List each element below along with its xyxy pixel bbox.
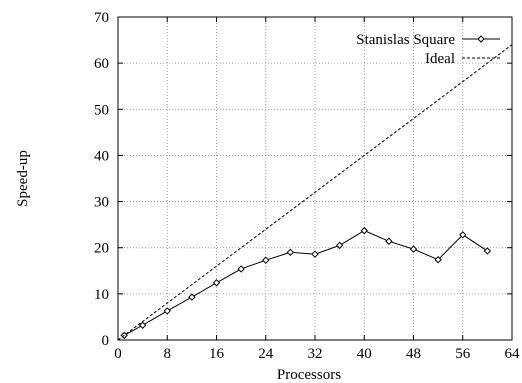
y-tick-label-50: 50	[94, 102, 109, 118]
data-point-stanislas-square-13	[434, 256, 442, 264]
x-tick-label-16: 16	[209, 346, 225, 362]
data-point-stanislas-square-7	[286, 248, 295, 257]
legend-label-ideal: Ideal	[425, 51, 455, 67]
x-tick-label-48: 48	[406, 346, 421, 362]
series-line-ideal	[117, 44, 513, 341]
x-tick-label-56: 56	[455, 346, 471, 362]
y-tick-label-60: 60	[94, 56, 109, 72]
data-point-stanislas-square-10	[360, 226, 368, 235]
x-tick-label-8: 8	[164, 346, 172, 362]
data-point-stanislas-square-5	[237, 265, 245, 273]
axis-ticks: 0 8 16 24 32 40 48 56 64 0 10 20 30 40 50 60 70	[94, 10, 520, 362]
legend-label-stanislas-square: Stanislas Square	[356, 32, 455, 48]
legend-marker-stanislas-square	[477, 35, 485, 43]
y-tick-label-30: 30	[94, 195, 109, 211]
series-line-stanislas-square	[123, 230, 488, 336]
y-tick-label-10: 10	[94, 287, 109, 303]
x-tick-label-64: 64	[505, 346, 521, 362]
data-point-stanislas-square-4	[212, 279, 221, 287]
x-tick-label-40: 40	[357, 346, 372, 362]
data-point-stanislas-square-2	[163, 307, 171, 315]
data-point-stanislas-square-12	[409, 245, 418, 253]
y-tick-label-70: 70	[94, 10, 109, 26]
y-tick-label-0: 0	[102, 333, 110, 349]
data-point-stanislas-square-9	[335, 241, 344, 250]
series-layer	[117, 44, 513, 341]
x-tick-label-24: 24	[258, 346, 274, 362]
x-axis-title: Processors	[277, 367, 341, 383]
y-axis-title: Speed-up	[15, 150, 31, 207]
data-point-stanislas-square-6	[262, 256, 270, 264]
data-point-stanislas-square-1	[138, 321, 147, 329]
data-point-stanislas-square-14	[459, 231, 467, 239]
data-point-stanislas-square-11	[385, 237, 393, 245]
y-tick-label-40: 40	[94, 148, 109, 164]
y-tick-label-20: 20	[94, 241, 109, 257]
data-point-stanislas-square-3	[188, 293, 196, 301]
x-tick-label-32: 32	[308, 346, 323, 362]
x-tick-label-0: 0	[114, 346, 122, 362]
legend: Stanislas Square Ideal	[356, 32, 500, 67]
data-point-stanislas-square-15	[483, 247, 492, 255]
data-point-stanislas-square-8	[311, 250, 319, 258]
